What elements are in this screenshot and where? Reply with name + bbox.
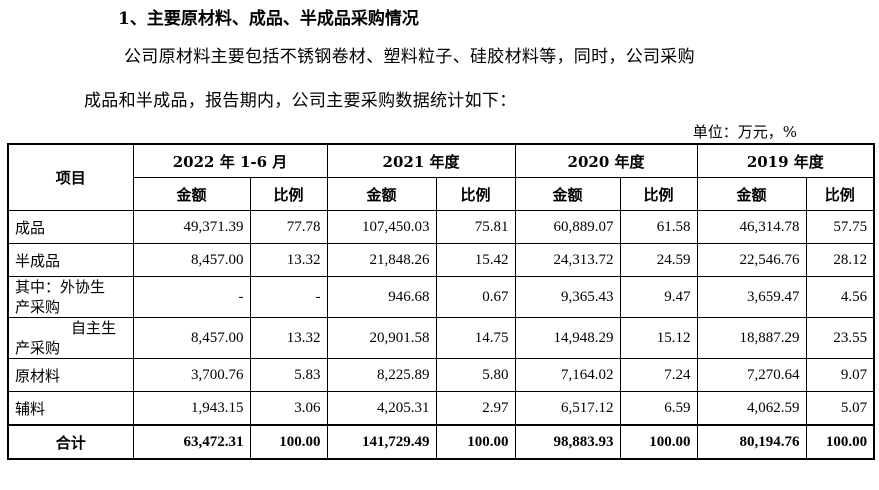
cell: 4,062.59 [696, 391, 807, 426]
row-label-line: 自主生 [71, 319, 117, 337]
cell: 9.47 [619, 276, 698, 318]
cell: 13.32 [249, 243, 328, 277]
cell: 46,314.78 [696, 210, 807, 244]
cell: - [249, 276, 328, 318]
cell: 9.07 [805, 358, 875, 392]
cell: 7,164.02 [514, 358, 621, 392]
cell: 7.24 [619, 358, 698, 392]
cell: 61.58 [619, 210, 698, 244]
header-row-periods: 项目 2022 年 1-6 月 2021 年度 2020 年度 2019 年度 [7, 143, 875, 211]
purchase-table: 项目 2022 年 1-6 月 2021 年度 2020 年度 2019 年度 … [7, 143, 876, 460]
total-cell: 98,883.93 [514, 424, 621, 460]
total-label: 合计 [7, 424, 134, 460]
row-label: 成品 [7, 210, 134, 244]
amount-header: 金额 [326, 177, 437, 211]
row-label-line: 产采购 [15, 339, 61, 357]
cell: 4,205.31 [326, 391, 437, 426]
cell: 2.97 [435, 391, 516, 426]
total-cell: 100.00 [249, 424, 328, 460]
cell: 3.06 [249, 391, 328, 426]
cell: 1,943.15 [132, 391, 251, 426]
cell: 18,887.29 [696, 317, 807, 359]
table-row: 其中：外协生 产采购 - - 946.68 0.67 9,365.43 9.47 … [7, 276, 875, 318]
cell: 4.56 [805, 276, 875, 318]
cell: 75.81 [435, 210, 516, 244]
total-cell: 100.00 [619, 424, 698, 460]
row-label: 半成品 [7, 243, 134, 277]
cell: 49,371.39 [132, 210, 251, 244]
cell: 21,848.26 [326, 243, 437, 277]
cell: 14,948.29 [514, 317, 621, 359]
cell: 15.12 [619, 317, 698, 359]
cell: 8,225.89 [326, 358, 437, 392]
total-cell: 100.00 [805, 424, 875, 460]
period-header: 2020 年度 [514, 143, 698, 178]
cell: 15.42 [435, 243, 516, 277]
cell: 7,270.64 [696, 358, 807, 392]
cell: 14.75 [435, 317, 516, 359]
item-header: 项目 [7, 143, 134, 211]
total-cell: 80,194.76 [696, 424, 807, 460]
cell: 6,517.12 [514, 391, 621, 426]
cell: 20,901.58 [326, 317, 437, 359]
header-row-columns: 金额 比例 金额 比例 金额 比例 金额 比例 [8, 177, 875, 211]
unit-note: 单位：万元，% [692, 123, 797, 141]
cell: 8,457.00 [132, 243, 251, 277]
cell: 57.75 [805, 210, 875, 244]
total-cell: 100.00 [435, 424, 516, 460]
cell: 5.07 [805, 391, 875, 426]
table-row: 成品 49,371.39 77.78 107,450.03 75.81 60,8… [7, 210, 875, 244]
ratio-header: 比例 [435, 177, 516, 211]
cell: 77.78 [249, 210, 328, 244]
cell: 22,546.76 [696, 243, 807, 277]
cell: 8,457.00 [132, 317, 251, 359]
total-cell: 63,472.31 [132, 424, 251, 460]
amount-header: 金额 [132, 177, 251, 211]
row-label-line: 其中：外协生 [15, 278, 106, 296]
table-row: 自主生 产采购 8,457.00 13.32 20,901.58 14.75 14… [7, 317, 875, 359]
cell: 28.12 [805, 243, 875, 277]
ratio-header: 比例 [805, 177, 875, 211]
period-header: 2022 年 1-6 月 [132, 143, 328, 178]
paragraph-line-1: 公司原材料主要包括不锈钢卷材、塑料粒子、硅胶材料等，同时，公司采购 [124, 47, 695, 67]
cell: 3,700.76 [132, 358, 251, 392]
section-heading: 1、主要原材料、成品、半成品采购情况 [118, 9, 419, 29]
row-label-line: 产采购 [15, 298, 61, 316]
amount-header: 金额 [696, 177, 807, 211]
total-row: 合计 63,472.31 100.00 141,729.49 100.00 98… [7, 424, 875, 460]
amount-header: 金额 [514, 177, 621, 211]
total-cell: 141,729.49 [326, 424, 437, 460]
cell: 5.83 [249, 358, 328, 392]
row-label: 原材料 [7, 358, 134, 392]
table-row: 辅料 1,943.15 3.06 4,205.31 2.97 6,517.12 … [7, 391, 875, 426]
row-label: 其中：外协生 产采购 [7, 276, 134, 318]
period-header: 2019 年度 [696, 143, 875, 178]
cell: 107,450.03 [326, 210, 437, 244]
row-label: 自主生 产采购 [7, 317, 134, 359]
cell: 23.55 [805, 317, 875, 359]
cell: 24.59 [619, 243, 698, 277]
ratio-header: 比例 [249, 177, 328, 211]
cell: 0.67 [435, 276, 516, 318]
table-row: 原材料 3,700.76 5.83 8,225.89 5.80 7,164.02… [7, 358, 875, 392]
row-label: 辅料 [7, 391, 134, 426]
cell: 946.68 [326, 276, 437, 318]
cell: 5.80 [435, 358, 516, 392]
cell: 6.59 [619, 391, 698, 426]
cell: 13.32 [249, 317, 328, 359]
cell: - [132, 276, 251, 318]
cell: 3,659.47 [696, 276, 807, 318]
ratio-header: 比例 [619, 177, 698, 211]
paragraph-line-2: 成品和半成品，报告期内，公司主要采购数据统计如下： [84, 91, 517, 111]
table-row: 半成品 8,457.00 13.32 21,848.26 15.42 24,31… [7, 243, 875, 277]
cell: 9,365.43 [514, 276, 621, 318]
cell: 60,889.07 [514, 210, 621, 244]
cell: 24,313.72 [514, 243, 621, 277]
period-header: 2021 年度 [326, 143, 516, 178]
